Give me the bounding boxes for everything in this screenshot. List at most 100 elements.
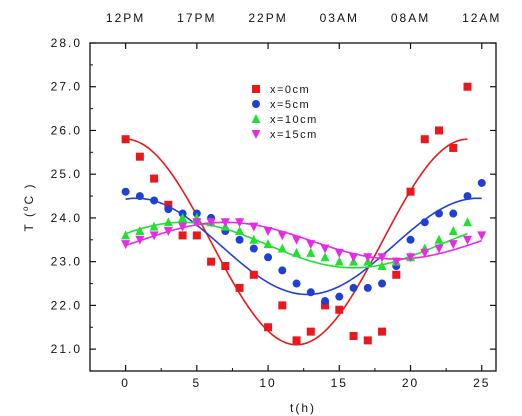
data-point-x15cm [377,253,387,263]
data-point-x15cm [220,218,230,228]
data-point-x10cm [448,226,458,236]
data-point-x10cm [263,239,273,249]
y-axis-label-superscript: o [21,205,30,211]
y-axis-label: T (oC ) [21,183,36,232]
legend-label-x0cm: x=0cm [270,84,310,96]
y-axis-label-unit: C ) [22,183,36,205]
fit-curves [125,138,483,346]
top-tick-label: 08AM [391,11,430,25]
data-point-x10cm [249,234,259,244]
data-point-x15cm [192,218,202,228]
data-point-x5cm [164,205,173,214]
top-tick-label: 12AM [462,11,501,25]
data-point-x10cm [149,221,159,231]
data-point-x10cm [377,261,387,271]
data-point-x0cm [192,231,201,240]
data-point-x15cm [249,222,259,232]
data-point-x0cm [178,231,187,240]
data-point-x15cm [292,235,302,245]
data-point-x15cm [235,218,245,228]
top-tick-label: 22PM [248,11,287,25]
x-tick-label: 5 [192,376,201,390]
plot-frame [89,42,497,372]
data-point-x15cm [149,231,159,241]
data-point-x0cm [321,301,330,310]
legend-marker-x15cm [251,130,261,139]
data-point-x15cm [163,227,173,237]
data-point-x0cm [420,135,429,144]
data-point-x15cm [477,231,487,241]
data-point-x5cm [463,192,472,201]
data-point-x10cm [235,226,245,236]
data-point-x0cm [463,82,472,91]
top-tick-label: 17PM [177,11,216,25]
data-point-x5cm [121,187,130,196]
data-point-x15cm [463,235,473,245]
data-point-x15cm [363,253,373,263]
data-point-x15cm [121,240,131,250]
data-point-x5cm [235,235,244,244]
y-tick-label: 26.0 [51,123,82,137]
data-point-x15cm [306,240,316,250]
data-point-x15cm [434,244,444,254]
data-point-x0cm [349,332,358,341]
data-point-x15cm [406,253,416,263]
x-tick-label: 0 [121,376,130,390]
x-axis-label: t(h) [290,401,316,415]
data-point-x5cm [278,266,287,275]
data-point-x5cm [249,244,258,253]
data-point-x15cm [448,240,458,250]
data-point-x0cm [306,327,315,336]
x-tick-label: 10 [259,376,276,390]
data-point-x15cm [349,253,359,263]
data-point-x5cm [349,283,358,292]
data-point-x10cm [463,217,473,227]
y-tick-label: 24.0 [51,211,82,225]
data-point-x10cm [178,212,188,222]
data-point-x0cm [235,283,244,292]
data-point-x0cm [207,257,216,266]
data-point-x5cm [435,209,444,218]
legend-marker-x10cm [251,114,261,123]
data-point-x0cm [264,323,273,332]
data-point-x5cm [292,279,301,288]
y-axis-label-main: T ( [22,211,36,231]
y-tick-label: 23.0 [51,255,82,269]
x-tick-label: 25 [473,376,490,390]
x-tick-label: 20 [402,376,419,390]
data-point-x10cm [334,256,344,266]
data-point-x15cm [178,222,188,232]
top-tick-label: 03AM [320,11,359,25]
data-point-x15cm [263,227,273,237]
data-point-x10cm [292,247,302,257]
data-markers [121,82,487,345]
data-point-x5cm [406,235,415,244]
legend: x=0cm x=5cm x=10cm x=15cm [251,84,318,141]
data-point-x10cm [135,226,145,236]
data-point-x0cm [335,305,344,314]
data-point-x0cm [135,152,144,161]
y-tick-label: 25.0 [51,167,82,181]
data-point-x5cm [335,292,344,301]
y-tick-label: 21.0 [51,342,82,356]
axes: 0 5 10 15 20 25 12PM 17PM 22PM 03AM 08AM 12AM 21.0 22… [51,11,501,390]
data-point-x15cm [277,231,287,241]
x-tick-label: 15 [331,376,348,390]
y-tick-label: 27.0 [51,80,82,94]
data-point-x0cm [378,327,387,336]
legend-label-x10cm: x=10cm [270,114,318,126]
data-point-x5cm [477,178,486,187]
data-point-x5cm [264,253,273,262]
data-point-x10cm [277,243,287,253]
data-point-x0cm [449,143,458,152]
data-point-x0cm [150,174,159,183]
data-point-x15cm [334,248,344,258]
data-point-x0cm [292,336,301,345]
data-point-x0cm [278,301,287,310]
data-point-x0cm [249,270,258,279]
data-point-x5cm [420,218,429,227]
data-point-x15cm [135,235,145,245]
data-point-x15cm [320,244,330,254]
data-point-x15cm [206,218,216,228]
fit-curve-x15cm [125,221,483,260]
